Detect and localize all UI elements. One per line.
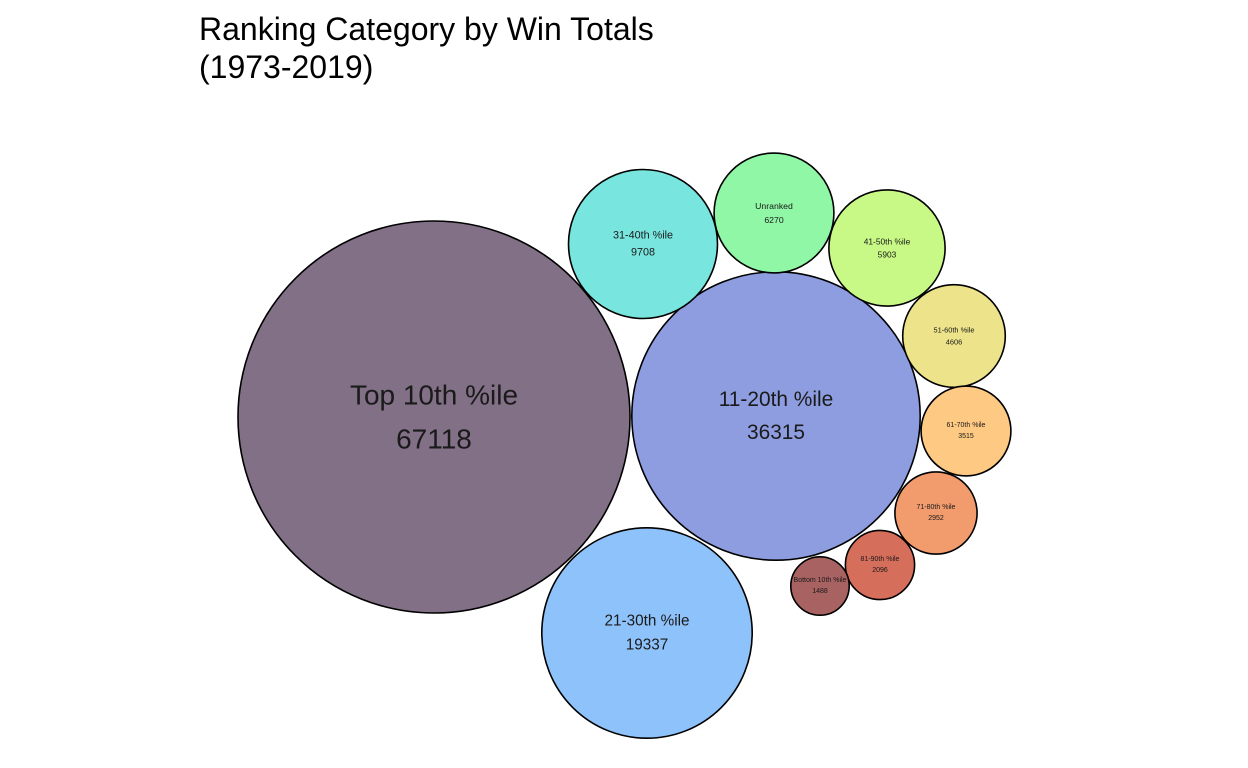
bubble-value-31-40th-pctile: 9708: [631, 246, 655, 258]
bubble-value-71-80th-pctile: 2952: [928, 515, 944, 522]
bubble-value-11-20th-pctile: 36315: [747, 421, 805, 444]
bubble-41-50th-pctile: 41-50th %ile 5903: [828, 189, 946, 307]
chart-title: Ranking Category by Win Totals (1973-201…: [199, 10, 654, 86]
bubble-label-unranked: Unranked: [755, 201, 793, 211]
bubble-51-60th-pctile: 51-60th %ile 4606: [901, 283, 1007, 389]
bubble-label-31-40th-pctile: 31-40th %ile: [613, 230, 673, 242]
bubble-unranked: Unranked 6270: [713, 152, 835, 274]
bubble-circle-unranked: [713, 152, 835, 274]
bubble-circle-71-80th-pctile: [894, 471, 978, 555]
bubble-label-61-70th-pctile: 61-70th %ile: [947, 422, 986, 429]
bubble-circle-11-20th-pctile: [630, 270, 921, 561]
bubble-value-unranked: 6270: [764, 215, 783, 225]
bubble-circle-31-40th-pctile: [567, 168, 719, 320]
bubble-value-bottom-10th-pctile: 1488: [812, 588, 828, 595]
bubble-bottom-10th-pctile: Bottom 10th %ile 1488: [789, 555, 850, 616]
bubble-value-61-70th-pctile: 3515: [958, 433, 974, 440]
chart-title-line-2: (1973-2019): [199, 49, 374, 85]
bubble-11-20th-pctile: 11-20th %ile 36315: [630, 270, 921, 561]
bubble-label-71-80th-pctile: 71-80th %ile: [917, 504, 956, 511]
bubble-61-70th-pctile: 61-70th %ile 3515: [920, 385, 1012, 477]
chart-title-line-1: Ranking Category by Win Totals: [199, 11, 654, 47]
bubble-value-41-50th-pctile: 5903: [878, 250, 897, 260]
bubble-circle-top-10th-pctile: [237, 220, 631, 614]
bubble-circle-21-30th-pctile: [540, 526, 753, 739]
bubble-label-81-90th-pctile: 81-90th %ile: [861, 556, 900, 563]
bubble-value-51-60th-pctile: 4606: [946, 337, 962, 346]
bubble-circle-41-50th-pctile: [828, 189, 946, 307]
bubble-31-40th-pctile: 31-40th %ile 9708: [567, 168, 719, 320]
bubble-81-90th-pctile: 81-90th %ile 2096: [844, 529, 916, 601]
bubble-label-bottom-10th-pctile: Bottom 10th %ile: [794, 577, 847, 584]
bubble-circle-81-90th-pctile: [844, 529, 916, 601]
bubble-label-51-60th-pctile: 51-60th %ile: [933, 326, 974, 335]
bubble-circle-bottom-10th-pctile: [789, 555, 850, 616]
bubble-value-21-30th-pctile: 19337: [626, 636, 669, 653]
bubble-71-80th-pctile: 71-80th %ile 2952: [894, 471, 978, 555]
bubble-circle-61-70th-pctile: [920, 385, 1012, 477]
bubble-label-21-30th-pctile: 21-30th %ile: [604, 613, 689, 630]
bubble-top-10th-pctile: Top 10th %ile 67118: [237, 220, 631, 614]
bubble-21-30th-pctile: 21-30th %ile 19337: [540, 526, 753, 739]
bubble-label-top-10th-pctile: Top 10th %ile: [350, 380, 518, 411]
bubble-label-11-20th-pctile: 11-20th %ile: [719, 388, 834, 411]
bubble-label-41-50th-pctile: 41-50th %ile: [864, 236, 911, 246]
bubble-circle-51-60th-pctile: [901, 283, 1007, 389]
bubble-value-top-10th-pctile: 67118: [396, 423, 472, 454]
bubble-value-81-90th-pctile: 2096: [872, 567, 888, 574]
